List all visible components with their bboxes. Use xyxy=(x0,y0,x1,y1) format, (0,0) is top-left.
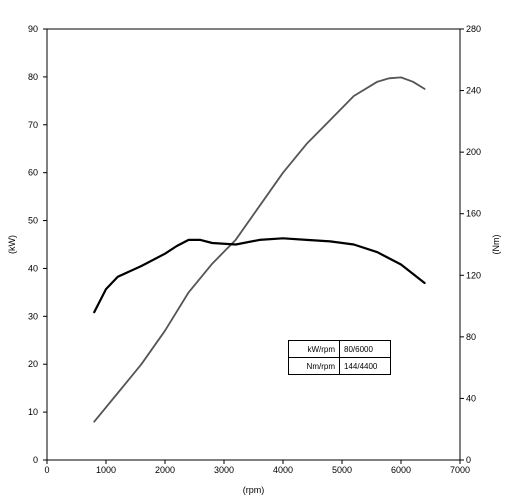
spec-torque-value: 144/4400 xyxy=(339,357,391,375)
left-tick-label: 60 xyxy=(28,168,38,178)
right-tick-label: 240 xyxy=(466,86,481,96)
left-axis-label: (kW) xyxy=(7,235,17,254)
right-tick-label: 160 xyxy=(466,209,481,219)
left-tick-label: 30 xyxy=(28,311,38,321)
right-tick-label: 0 xyxy=(466,455,471,465)
left-tick-label: 90 xyxy=(28,24,38,34)
x-tick-label: 7000 xyxy=(450,465,470,475)
power-line xyxy=(93,76,426,423)
plot-frame xyxy=(46,28,461,461)
torque-line xyxy=(93,237,426,314)
right-tick-label: 200 xyxy=(466,147,481,157)
spec-power-label: kW/rpm xyxy=(288,340,340,358)
x-tick-label: 0 xyxy=(44,465,49,475)
right-tick-label: 40 xyxy=(466,393,476,403)
x-tick-label: 3000 xyxy=(214,465,234,475)
x-axis-label: (rpm) xyxy=(243,485,265,495)
x-tick-label: 5000 xyxy=(332,465,352,475)
left-axis-ticks: 0 10 20 30 40 50 60 70 80 90 xyxy=(28,24,47,465)
x-tick-label: 1000 xyxy=(96,465,116,475)
spec-row-power: kW/rpm 80/6000 xyxy=(288,340,391,358)
right-axis-label: (Nm) xyxy=(491,235,501,255)
left-tick-label: 80 xyxy=(28,72,38,82)
left-tick-label: 40 xyxy=(28,263,38,273)
right-tick-label: 280 xyxy=(466,24,481,34)
left-tick-label: 20 xyxy=(28,359,38,369)
spec-row-torque: Nm/rpm 144/4400 xyxy=(288,357,391,375)
left-tick-label: 10 xyxy=(28,407,38,417)
x-tick-label: 6000 xyxy=(391,465,411,475)
spec-torque-label: Nm/rpm xyxy=(288,357,340,375)
spec-table: kW/rpm 80/6000 Nm/rpm 144/4400 xyxy=(288,340,391,375)
left-tick-label: 50 xyxy=(28,216,38,226)
series-group xyxy=(93,76,426,423)
spec-power-value: 80/6000 xyxy=(339,340,391,358)
x-axis-ticks: 0 1000 2000 3000 4000 5000 6000 7000 xyxy=(44,460,470,475)
x-tick-label: 4000 xyxy=(273,465,293,475)
left-tick-label: 0 xyxy=(33,455,38,465)
right-tick-label: 120 xyxy=(466,270,481,280)
left-tick-label: 70 xyxy=(28,120,38,130)
right-tick-label: 80 xyxy=(466,332,476,342)
right-axis-ticks: 0 40 80 120 160 200 240 280 xyxy=(460,24,481,465)
plot-border xyxy=(46,28,461,461)
x-tick-label: 2000 xyxy=(155,465,175,475)
